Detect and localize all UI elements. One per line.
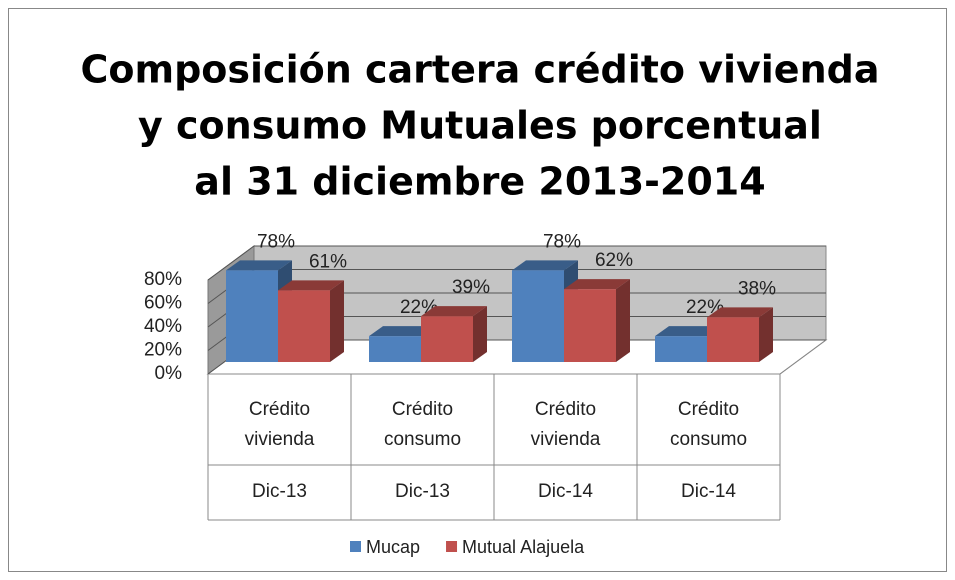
data-label: 78% (543, 231, 581, 252)
y-tick-label: 40% (144, 316, 182, 337)
x-group-label: Dic-14 (538, 481, 593, 502)
bar-top (564, 279, 630, 290)
bar-top (655, 326, 721, 337)
bar-side (330, 280, 344, 362)
data-label: 38% (738, 278, 776, 299)
bar (421, 306, 487, 362)
legend-swatch (446, 541, 458, 552)
bar-front (226, 270, 278, 362)
x-tick-label: consumo (384, 429, 461, 450)
y-tick-label: 20% (144, 340, 182, 361)
bar (278, 280, 344, 362)
y-tick-label: 60% (144, 293, 182, 314)
bar-top (278, 280, 344, 291)
bar-top (707, 307, 773, 318)
grid-line (207, 245, 826, 281)
bar-side (473, 306, 487, 362)
legend-label: Mucap (366, 537, 420, 557)
chart-title: al 31 diciembre 2013-2014 (194, 160, 765, 204)
bar-side (616, 279, 630, 362)
x-group-label: Dic-13 (395, 481, 450, 502)
legend-swatch (350, 541, 361, 552)
x-tick-label: Crédito (678, 399, 739, 420)
x-group-label: Dic-13 (252, 481, 307, 502)
x-group-label: Dic-14 (681, 481, 736, 502)
x-tick-label: Crédito (392, 399, 453, 420)
table-line (779, 339, 827, 375)
x-tick-label: Crédito (249, 399, 310, 420)
data-label: 62% (595, 250, 633, 271)
bar-front (564, 289, 616, 362)
chart-title: y consumo Mutuales porcentual (138, 104, 822, 148)
bar (564, 279, 630, 362)
bar-front (369, 336, 421, 362)
y-tick-label: 0% (155, 363, 183, 384)
bar-front (278, 290, 330, 362)
legend-label: Mutual Alajuela (462, 537, 585, 557)
x-tick-label: vivienda (531, 429, 601, 450)
x-tick-label: consumo (670, 429, 747, 450)
chart-title: Composición cartera crédito vivienda (81, 48, 880, 92)
bar-front (707, 317, 759, 362)
bar-side (759, 307, 773, 362)
bar-top (369, 326, 435, 337)
x-tick-label: vivienda (245, 429, 315, 450)
bar-top (421, 306, 487, 317)
x-tick-label: Crédito (535, 399, 596, 420)
bar-top (226, 260, 292, 271)
data-label: 78% (257, 231, 295, 252)
y-tick-label: 80% (144, 269, 182, 290)
bar-top (512, 260, 578, 271)
bar (707, 307, 773, 362)
data-label: 61% (309, 251, 347, 272)
data-label: 39% (452, 277, 490, 298)
bar-front (421, 316, 473, 362)
bar-front (512, 270, 564, 362)
bar-front (655, 336, 707, 362)
